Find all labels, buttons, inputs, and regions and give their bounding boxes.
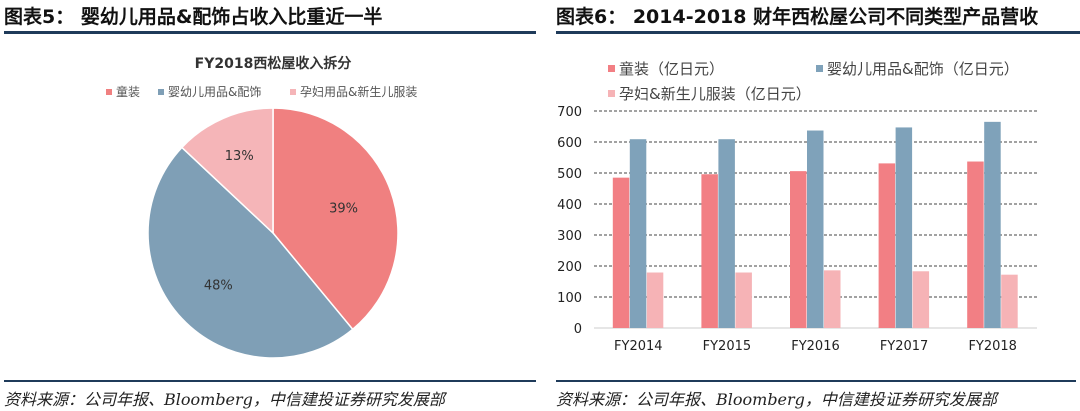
pie-slice-label: 13% [225,149,254,164]
y-tick-label: 200 [557,260,582,275]
x-tick-label: FY2016 [791,339,840,354]
bar [790,171,807,328]
bar [1001,274,1018,328]
bar [718,139,735,328]
bar [895,127,913,329]
pie-legend-label: 童装 [116,84,140,99]
pie-slice [180,107,274,235]
x-tick-label: FY2018 [968,339,1017,354]
y-tick-label: 300 [557,229,582,244]
bar-legend-label: 童装（亿日元） [619,60,724,78]
bar [701,174,718,328]
bar-legend-swatch [608,65,615,72]
y-tick-label: 700 [557,105,582,120]
pie-slice-label: 39% [329,202,358,217]
bar [824,270,841,328]
y-tick-label: 600 [557,136,582,151]
pie-legend-swatch [106,89,112,95]
pie-legend-swatch [290,89,296,95]
y-tick-label: 500 [557,167,582,182]
y-tick-label: 0 [574,322,582,337]
bar-legend-swatch [608,90,615,97]
x-tick-label: FY2015 [703,339,752,354]
y-tick-label: 100 [557,291,582,306]
right-footer-divider [556,380,1076,382]
pie-legend-label: 孕妇用品&新生儿服装 [300,84,417,99]
left-source-note: 资料来源：公司年报、Bloomberg，中信建投证券研究发展部 [4,390,445,409]
left-footer-divider [4,380,536,382]
bar [807,130,824,328]
bar-legend-swatch [816,65,823,72]
bar [735,272,752,328]
right-source-note: 资料来源：公司年报、Bloomberg，中信建投证券研究发展部 [556,390,997,409]
pie-legend-label: 婴幼儿用品&配饰 [168,85,261,99]
right-panel-title: 图表6： 2014-2018 财年西松屋公司不同类型产品营收 [556,6,1039,28]
x-tick-label: FY2014 [614,339,663,354]
pie-slice [272,107,399,331]
bar [878,163,896,328]
bar [912,271,930,328]
pie-title: FY2018西松屋收入拆分 [195,55,352,72]
pie-legend-swatch [158,89,164,95]
bar-legend-label: 孕妇&新生儿服装（亿日元） [619,85,811,103]
bar [967,161,984,328]
pie-slice [147,146,354,359]
y-tick-label: 400 [557,198,582,213]
bar-legend-label: 婴幼儿用品&配饰（亿日元） [827,60,1019,78]
bar [984,121,1001,328]
right-title-divider [556,31,1080,34]
bar [629,139,647,328]
pie-slice-label: 48% [204,278,233,293]
x-tick-label: FY2017 [880,339,929,354]
left-panel-title: 图表5： 婴幼儿用品&配饰占收入比重近一半 [4,6,383,28]
left-title-divider [4,31,536,34]
bar [612,177,630,328]
bar [646,272,664,328]
